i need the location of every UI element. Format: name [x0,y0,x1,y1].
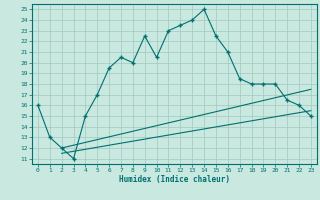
X-axis label: Humidex (Indice chaleur): Humidex (Indice chaleur) [119,175,230,184]
